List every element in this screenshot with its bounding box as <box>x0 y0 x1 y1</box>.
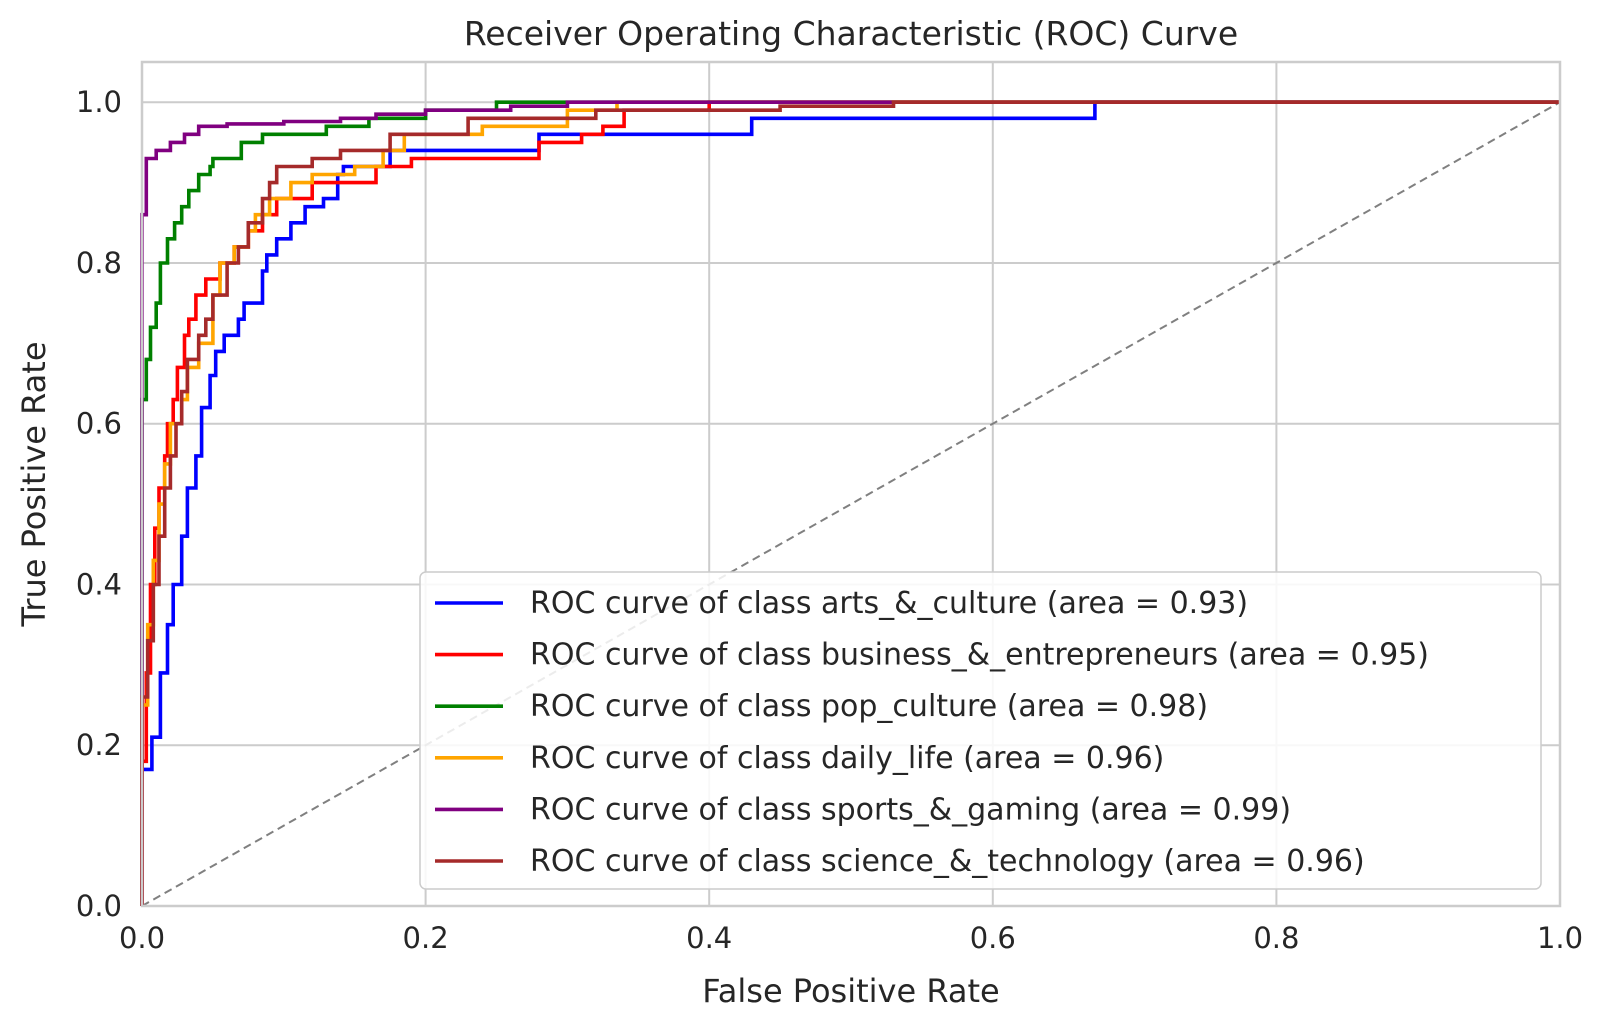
roc-series-line-1 <box>140 100 1560 906</box>
y-axis-label: True Positive Rate <box>15 341 53 627</box>
plot-frame <box>140 60 1562 908</box>
tick-labels: 0.0 0.2 0.4 0.6 0.8 1.0 0.0 0.2 0.4 0.6 0.8 1.0 <box>76 85 1583 955</box>
y-tick-label: 0.0 <box>76 889 122 923</box>
x-tick-label: 0.4 <box>686 921 732 955</box>
x-tick-label: 0.2 <box>403 921 449 955</box>
legend-box <box>419 571 1542 890</box>
roc-series-line-4 <box>140 100 1560 906</box>
x-axis-label: False Positive Rate <box>702 972 999 1010</box>
y-tick-label: 0.2 <box>76 728 122 762</box>
y-tick-label: 0.6 <box>76 407 122 441</box>
x-tick-label: 0.8 <box>1253 921 1299 955</box>
legend-label-4: ROC curve of class daily_life (area = 0.… <box>530 741 1164 776</box>
legend-label-6: ROC curve of class science_&_technology … <box>530 844 1365 879</box>
reference-line-group <box>141 101 1561 907</box>
y-tick-label: 0.8 <box>76 246 122 280</box>
legend-label-1: ROC curve of class arts_&_culture (area … <box>530 586 1248 621</box>
chart-title: Receiver Operating Characteristic (ROC) … <box>464 14 1238 53</box>
series-lines <box>140 100 1560 906</box>
y-tick-label: 0.4 <box>76 567 122 601</box>
legend-label-3: ROC curve of class pop_culture (area = 0… <box>530 689 1208 724</box>
chance-diagonal-line <box>141 101 1561 907</box>
x-tick-label: 1.0 <box>1537 921 1583 955</box>
legend: ROC curve of class arts_&_culture (area … <box>419 571 1542 890</box>
y-tick-label: 1.0 <box>76 85 122 119</box>
legend-label-2: ROC curve of class business_&_entreprene… <box>530 638 1429 673</box>
roc-series-line-5 <box>140 100 1560 906</box>
roc-series-line-3 <box>140 100 1560 906</box>
legend-items: ROC curve of class arts_&_culture (area … <box>435 586 1429 879</box>
x-tick-label: 0.6 <box>970 921 1016 955</box>
legend-label-5: ROC curve of class sports_&_gaming (area… <box>530 792 1291 827</box>
roc-series-line-6 <box>140 100 1560 906</box>
x-tick-label: 0.0 <box>119 921 165 955</box>
